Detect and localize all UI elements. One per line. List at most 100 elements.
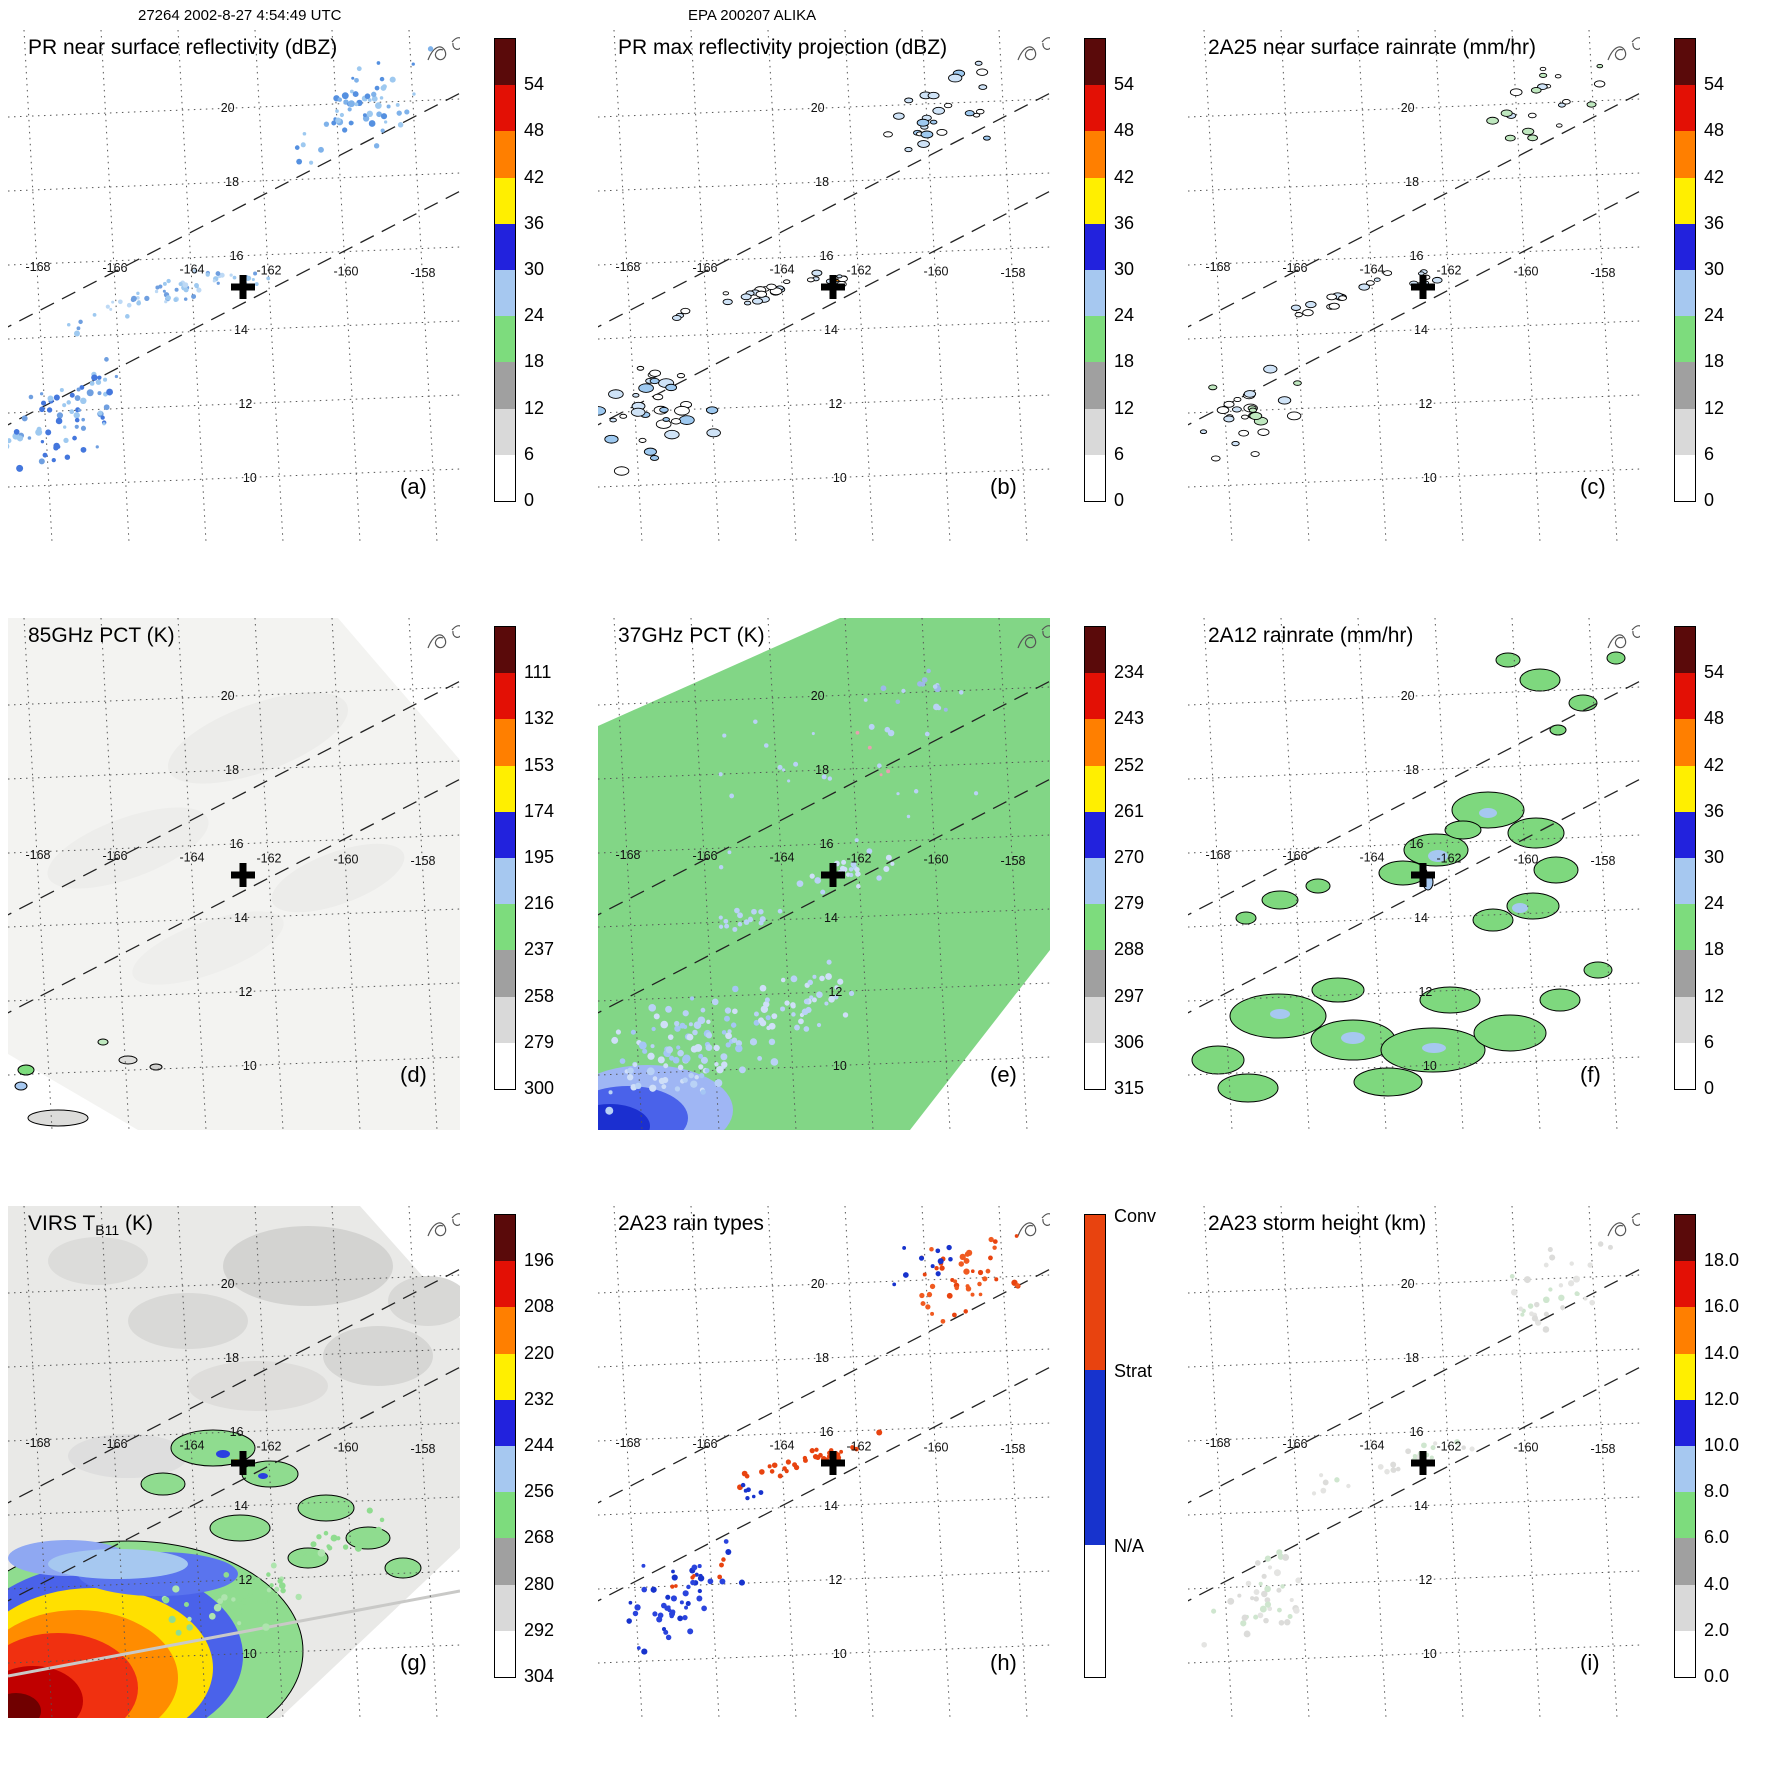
colorbar-tick-label: 42 [1114, 166, 1135, 187]
lat-label: 14 [824, 323, 838, 337]
rain-pixel [331, 120, 337, 126]
rain-pixel [672, 1056, 680, 1064]
rain-pixel [330, 1534, 338, 1542]
rain-pixel [92, 313, 97, 317]
colorbar-segment [1085, 811, 1105, 858]
colorbar-segment [1675, 316, 1695, 363]
rain-pixel [380, 128, 385, 133]
rain-pixel [819, 975, 825, 982]
rain-pixel [1509, 88, 1523, 97]
rain-pixel [926, 1291, 933, 1298]
rain-pixel [732, 985, 739, 993]
lon-label: -164 [179, 1438, 204, 1452]
swath-edge-line [598, 1268, 1050, 1504]
rain-pixel [1395, 1466, 1401, 1472]
grid-line-lon [1357, 1206, 1387, 1718]
data-patch [1311, 977, 1365, 1003]
rain-pixel [706, 428, 721, 438]
panel-f: -168 -166 -164 -162 -160 -158 20 18 16 14 12 10 2A1… [1182, 610, 1771, 1195]
colorbar-segment [1675, 1538, 1695, 1585]
rain-pixel [40, 440, 45, 444]
rain-pixel [677, 1049, 684, 1057]
rain-pixel [917, 140, 930, 148]
data-patch [1422, 1043, 1446, 1053]
data-patch [258, 1473, 268, 1479]
rain-pixel [925, 1304, 931, 1310]
rain-pixel [671, 314, 682, 321]
panel-title-i: 2A23 storm height (km) [1208, 1212, 1427, 1235]
rain-pixel [793, 761, 799, 767]
rain-pixel [836, 274, 843, 279]
rain-pixel [834, 985, 839, 990]
rain-pixel [725, 1549, 732, 1555]
rain-pixel [686, 1584, 691, 1590]
rain-pixel [266, 1572, 271, 1577]
rain-pixel [1248, 407, 1257, 413]
colorbar-segment [1085, 765, 1105, 812]
rain-pixel [342, 1544, 349, 1550]
lon-label: -164 [179, 850, 204, 864]
rain-pixel [826, 959, 832, 965]
rain-pixel [767, 1464, 772, 1469]
colorbar-segment [1085, 1042, 1105, 1089]
rain-pixel [811, 997, 817, 1003]
colorbar-segment [495, 177, 515, 224]
rain-pixel [194, 284, 199, 289]
rain-pixel [866, 848, 873, 855]
rain-pixel [744, 1473, 750, 1479]
data-patch [1235, 911, 1257, 925]
grid-line-lon [1588, 618, 1618, 1130]
colorbar-segment [495, 1215, 515, 1262]
data-patch [1353, 1067, 1423, 1097]
rain-pixel [598, 406, 606, 416]
data-patch [8, 1693, 41, 1718]
orbit-datetime-header: 27264 2002-8-27 4:54:49 UTC [138, 7, 342, 24]
rain-pixel [657, 1056, 665, 1064]
rain-pixel [608, 389, 624, 399]
rain-pixel [753, 1019, 760, 1026]
rain-pixel [839, 1449, 844, 1454]
rain-pixel [735, 1040, 743, 1047]
rain-pixel [725, 1042, 731, 1048]
colorbar-segment [1085, 673, 1105, 720]
grid-line-lon [177, 30, 207, 542]
data-patch [323, 1326, 433, 1386]
rain-pixel [1527, 1303, 1534, 1309]
rain-pixel [757, 1056, 763, 1061]
rain-pixel [262, 1623, 270, 1631]
rain-pixel [111, 300, 115, 304]
lat-label: 16 [1410, 837, 1424, 851]
rain-pixel [1554, 74, 1562, 79]
rain-pixel [738, 1579, 745, 1586]
rain-pixel [682, 1077, 688, 1083]
rain-pixel [663, 1063, 669, 1069]
lat-label: 16 [820, 249, 834, 263]
colorbar-tick-label: 232 [524, 1388, 555, 1409]
rain-pixel [389, 76, 396, 83]
rain-pixel [1263, 364, 1278, 374]
panel-letter-c: (c) [1580, 474, 1606, 499]
grid-line-lon [177, 618, 207, 1130]
colorbar-tick-label: 279 [1114, 893, 1145, 914]
rain-pixel [8, 438, 12, 444]
colorbar-tick-label: 258 [524, 985, 555, 1006]
rain-pixel [300, 142, 306, 148]
grid-line-lon [690, 30, 720, 542]
rain-pixel [295, 1593, 302, 1601]
lat-label: 10 [1423, 1647, 1437, 1661]
rain-pixel [355, 1539, 361, 1545]
rain-pixel [692, 1029, 698, 1036]
rain-pixel [948, 1256, 953, 1262]
lat-label: 16 [230, 249, 244, 263]
rain-pixel [784, 1469, 789, 1474]
rain-pixel [302, 131, 307, 136]
colorbar-segment [495, 85, 515, 132]
colorbar-tick-label: 8.0 [1704, 1481, 1730, 1502]
rain-pixel [79, 385, 85, 390]
colorbar-tick-label: 0 [1704, 1078, 1715, 1098]
rain-pixel [983, 135, 991, 141]
rain-pixel [386, 104, 391, 109]
colorbar-segment [495, 131, 515, 178]
rain-pixel [638, 1041, 647, 1050]
colorbar-segment [1085, 362, 1105, 409]
